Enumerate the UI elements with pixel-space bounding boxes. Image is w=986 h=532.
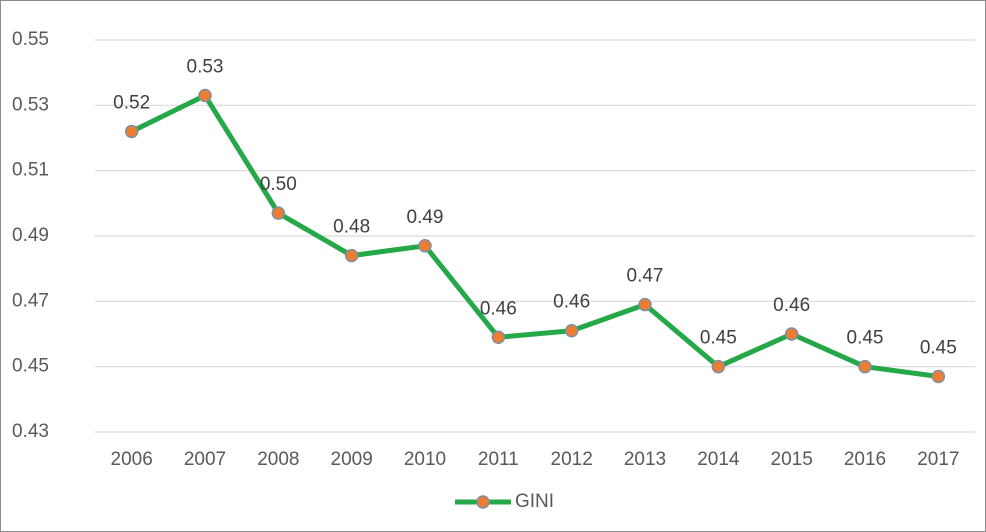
data-label: 0.45 xyxy=(920,337,957,358)
y-tick-label: 0.55 xyxy=(12,29,49,50)
x-tick-label: 2017 xyxy=(917,449,959,470)
marker xyxy=(858,359,872,374)
x-tick-label: 2015 xyxy=(771,449,813,470)
y-tick-label: 0.51 xyxy=(12,160,49,181)
data-label: 0.45 xyxy=(847,328,884,349)
data-label: 0.48 xyxy=(333,217,370,238)
marker xyxy=(198,88,212,103)
data-label: 0.47 xyxy=(627,266,664,287)
marker xyxy=(491,330,506,345)
x-tick-label: 2013 xyxy=(624,449,666,470)
marker xyxy=(638,297,652,312)
legend-marker xyxy=(476,495,490,509)
marker xyxy=(418,239,432,253)
data-label: 0.46 xyxy=(773,295,810,316)
x-tick-label: 2010 xyxy=(404,449,446,470)
data-label: 0.45 xyxy=(700,328,737,349)
data-label: 0.49 xyxy=(407,207,444,228)
y-tick-label: 0.47 xyxy=(12,290,49,311)
x-tick-label: 2009 xyxy=(331,449,373,470)
legend-label: GINI xyxy=(515,491,554,512)
y-tick-label: 0.53 xyxy=(12,94,49,115)
y-tick-label: 0.43 xyxy=(12,421,49,442)
marker xyxy=(124,124,139,139)
x-tick-label: 2012 xyxy=(551,449,593,470)
data-label: 0.46 xyxy=(553,292,590,313)
series-line xyxy=(130,93,939,379)
marker xyxy=(931,369,946,384)
data-label: 0.53 xyxy=(187,57,224,78)
marker xyxy=(711,359,726,374)
marker xyxy=(784,327,799,341)
marker xyxy=(344,248,359,263)
data-label: 0.52 xyxy=(113,92,150,113)
x-tick-label: 2014 xyxy=(697,449,740,470)
x-tick-label: 2008 xyxy=(257,449,299,470)
data-label: 0.46 xyxy=(480,298,517,319)
y-tick-label: 0.45 xyxy=(12,356,49,377)
x-tick-label: 2007 xyxy=(184,449,226,470)
y-tick-label: 0.49 xyxy=(12,225,49,246)
x-tick-label: 2006 xyxy=(111,449,153,470)
marker xyxy=(564,323,579,338)
x-tick-label: 2011 xyxy=(478,449,519,470)
x-tick-label: 2016 xyxy=(844,449,886,470)
marker xyxy=(271,206,286,220)
data-label: 0.50 xyxy=(260,174,297,195)
